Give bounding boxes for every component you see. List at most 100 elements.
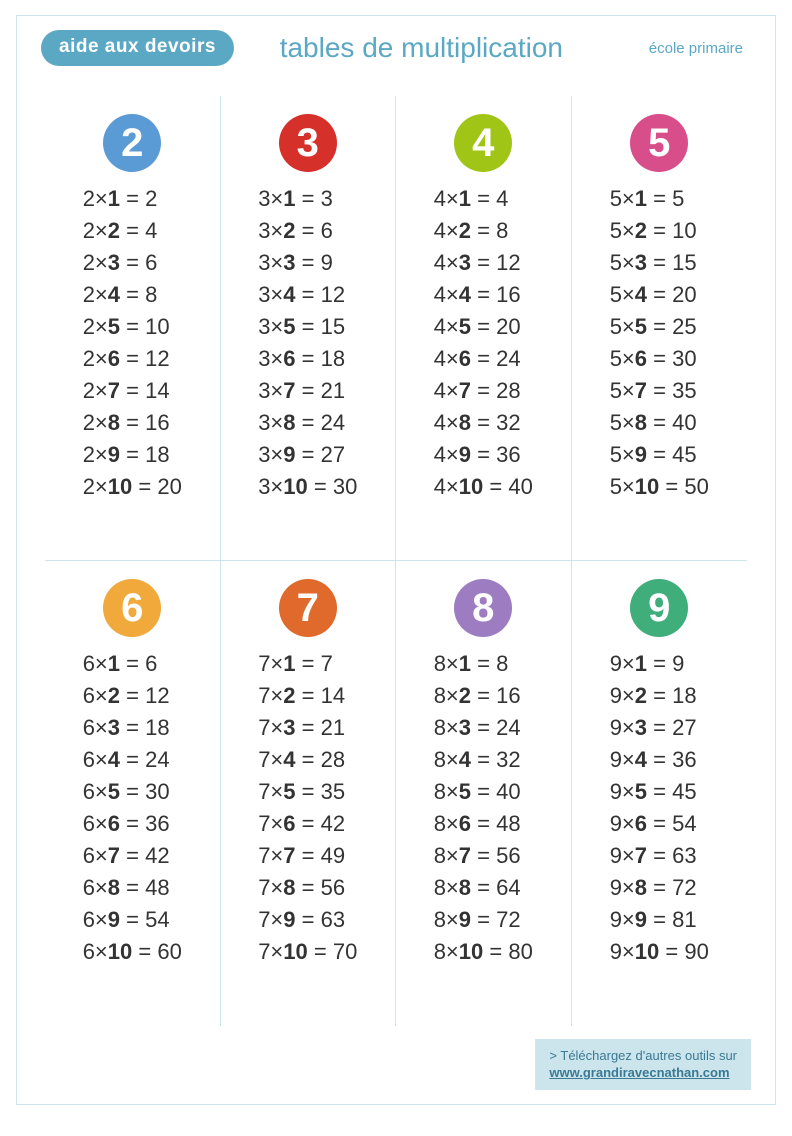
table-row: 6×4 = 24 (83, 747, 182, 773)
table-rows: 5×1 = 5 5×2 = 10 5×3 = 15 5×4 = 20 5×5 = 25 5… (610, 186, 709, 500)
table-row: 4×3 = 12 (434, 250, 533, 276)
table-badge: 9 (630, 579, 688, 637)
table-rows: 4×1 = 4 4×2 = 8 4×3 = 12 4×4 = 16 4×5 = 20 4×… (434, 186, 533, 500)
table-row: 7×10 = 70 (258, 939, 357, 965)
table-row: 2×10 = 20 (83, 474, 182, 500)
table-row: 4×2 = 8 (434, 218, 533, 244)
table-row: 3×8 = 24 (258, 410, 357, 436)
table-row: 4×8 = 32 (434, 410, 533, 436)
table-row: 6×9 = 54 (83, 907, 182, 933)
table-row: 5×1 = 5 (610, 186, 709, 212)
table-row: 8×5 = 40 (434, 779, 533, 805)
table-row: 5×3 = 15 (610, 250, 709, 276)
table-row: 2×9 = 18 (83, 442, 182, 468)
table-badge: 2 (103, 114, 161, 172)
table-row: 2×3 = 6 (83, 250, 182, 276)
table-row: 8×1 = 8 (434, 651, 533, 677)
table-row: 9×4 = 36 (610, 747, 709, 773)
table-row: 3×4 = 12 (258, 282, 357, 308)
table-row: 8×10 = 80 (434, 939, 533, 965)
table-row: 7×2 = 14 (258, 683, 357, 709)
table-row: 6×3 = 18 (83, 715, 182, 741)
table-cell-2: 22×1 = 22×2 = 42×3 = 62×4 = 82×5 = 102×6… (45, 96, 221, 561)
table-badge: 6 (103, 579, 161, 637)
table-badge: 3 (279, 114, 337, 172)
table-row: 3×9 = 27 (258, 442, 357, 468)
table-row: 2×4 = 8 (83, 282, 182, 308)
table-cell-6: 6 6×1 = 6 6×2 = 12 6×3 = 18 6×4 = 24 6×5 = 30… (45, 561, 221, 1026)
table-row: 7×4 = 28 (258, 747, 357, 773)
table-row: 9×7 = 63 (610, 843, 709, 869)
table-row: 2×8 = 16 (83, 410, 182, 436)
table-row: 5×8 = 40 (610, 410, 709, 436)
page-title: tables de multiplication (194, 32, 649, 64)
table-row: 6×6 = 36 (83, 811, 182, 837)
table-row: 7×6 = 42 (258, 811, 357, 837)
table-row: 8×2 = 16 (434, 683, 533, 709)
table-badge: 8 (454, 579, 512, 637)
table-row: 6×1 = 6 (83, 651, 182, 677)
table-row: 7×3 = 21 (258, 715, 357, 741)
table-row: 7×5 = 35 (258, 779, 357, 805)
table-cell-4: 44×1 = 44×2 = 84×3 = 124×4 = 164×5 = 204… (396, 96, 572, 561)
table-row: 5×5 = 25 (610, 314, 709, 340)
tables-grid: 22×1 = 22×2 = 42×3 = 62×4 = 82×5 = 102×6… (17, 76, 775, 1036)
table-rows: 2×1 = 22×2 = 42×3 = 62×4 = 82×5 = 102×6 … (83, 186, 182, 500)
table-row: 4×9 = 36 (434, 442, 533, 468)
table-row: 3×10 = 30 (258, 474, 357, 500)
table-row: 7×7 = 49 (258, 843, 357, 869)
table-row: 5×6 = 30 (610, 346, 709, 372)
table-row: 2×2 = 4 (83, 218, 182, 244)
table-row: 4×6 = 24 (434, 346, 533, 372)
footer: > Téléchargez d'autres outils sur www.gr… (535, 1039, 751, 1090)
table-badge: 7 (279, 579, 337, 637)
table-row: 2×5 = 10 (83, 314, 182, 340)
table-cell-3: 3 3×1 = 33×2 = 63×3 = 93×4 = 123×5 = 153×… (221, 96, 397, 561)
table-row: 7×9 = 63 (258, 907, 357, 933)
table-row: 9×2 = 18 (610, 683, 709, 709)
table-row: 3×6 = 18 (258, 346, 357, 372)
table-row: 5×10 = 50 (610, 474, 709, 500)
page: aide aux devoirs tables de multiplicatio… (16, 15, 776, 1105)
table-row: 8×3 = 24 (434, 715, 533, 741)
table-row: 5×2 = 10 (610, 218, 709, 244)
table-cell-7: 7 7×1 = 7 7×2 = 14 7×3 = 21 7×4 = 28 7×5 = 35… (221, 561, 397, 1026)
table-row: 2×7 = 14 (83, 378, 182, 404)
table-row: 4×1 = 4 (434, 186, 533, 212)
table-row: 8×6 = 48 (434, 811, 533, 837)
table-row: 6×10 = 60 (83, 939, 182, 965)
table-row: 8×7 = 56 (434, 843, 533, 869)
table-row: 6×2 = 12 (83, 683, 182, 709)
table-row: 9×9 = 81 (610, 907, 709, 933)
table-row: 4×7 = 28 (434, 378, 533, 404)
table-row: 3×7 = 21 (258, 378, 357, 404)
table-row: 5×4 = 20 (610, 282, 709, 308)
table-row: 5×7 = 35 (610, 378, 709, 404)
table-row: 5×9 = 45 (610, 442, 709, 468)
table-row: 9×6 = 54 (610, 811, 709, 837)
table-row: 7×8 = 56 (258, 875, 357, 901)
footer-line1: > Téléchargez d'autres outils sur (549, 1047, 737, 1065)
table-row: 4×5 = 20 (434, 314, 533, 340)
table-row: 6×8 = 48 (83, 875, 182, 901)
table-row: 7×1 = 7 (258, 651, 357, 677)
table-row: 2×6 = 12 (83, 346, 182, 372)
table-rows: 9×1 = 99×2 = 189×3 = 279×4 = 369×5 = 459… (610, 651, 709, 965)
footer-link[interactable]: www.grandiravecnathan.com (549, 1064, 737, 1082)
table-badge: 4 (454, 114, 512, 172)
table-badge: 5 (630, 114, 688, 172)
table-row: 8×9 = 72 (434, 907, 533, 933)
table-rows: 3×1 = 33×2 = 63×3 = 93×4 = 123×5 = 153×6… (258, 186, 357, 500)
table-row: 4×4 = 16 (434, 282, 533, 308)
table-row: 9×1 = 9 (610, 651, 709, 677)
table-row: 9×10 = 90 (610, 939, 709, 965)
table-row: 6×7 = 42 (83, 843, 182, 869)
table-rows: 6×1 = 6 6×2 = 12 6×3 = 18 6×4 = 24 6×5 = 30 6… (83, 651, 182, 965)
table-row: 9×3 = 27 (610, 715, 709, 741)
table-rows: 7×1 = 7 7×2 = 14 7×3 = 21 7×4 = 28 7×5 = 35 7… (258, 651, 357, 965)
table-row: 6×5 = 30 (83, 779, 182, 805)
table-row: 9×8 = 72 (610, 875, 709, 901)
page-subtitle: école primaire (649, 40, 751, 57)
table-cell-8: 88×1 = 88×2 = 168×3 = 248×4 = 328×5 = 40… (396, 561, 572, 1026)
table-rows: 8×1 = 88×2 = 168×3 = 248×4 = 328×5 = 408… (434, 651, 533, 965)
